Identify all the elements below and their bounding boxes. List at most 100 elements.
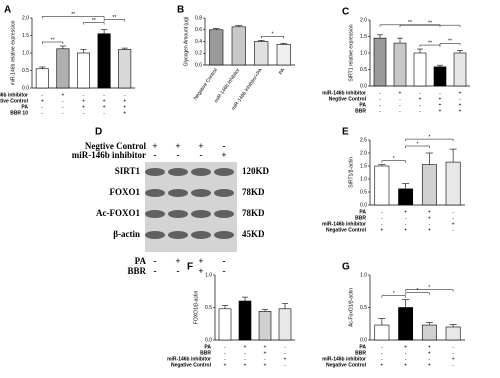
condition-sign: +: [428, 362, 431, 368]
sig-bracket: [42, 41, 64, 44]
blot-sign: +: [198, 266, 203, 276]
y-tick-label: 0.5: [360, 305, 367, 311]
blot-condition-name: BBR: [127, 266, 146, 276]
condition-name: BBR: [355, 108, 366, 114]
condition-name: miR-146b inhibitor: [322, 221, 366, 227]
condition-sign: -: [419, 108, 421, 114]
condition-sign: -: [62, 98, 64, 104]
bar: [97, 33, 111, 89]
panel-label: D: [95, 127, 102, 138]
sig-bracket: [419, 44, 441, 48]
condition-name: Negtive Control: [329, 96, 367, 102]
bar: [56, 48, 70, 89]
condition-sign: +: [439, 108, 442, 114]
y-tick-label: 1.0: [360, 50, 367, 56]
condition-sign: -: [379, 108, 381, 114]
blot-band: [168, 168, 188, 176]
y-tick-label: 0.0: [22, 85, 29, 91]
bar: [276, 44, 291, 66]
condition-name: PA: [359, 102, 366, 108]
condition-sign: -: [41, 92, 43, 98]
condition-sign: -: [381, 356, 383, 362]
sig-bracket: [261, 36, 284, 39]
y-tick-label: 0.6: [195, 27, 202, 33]
y-tick-label: 2.0: [360, 150, 367, 156]
blot-sign: +: [175, 256, 180, 266]
band-size: 78KD: [242, 187, 265, 197]
condition-sign: +: [264, 362, 267, 368]
condition-sign: -: [381, 209, 383, 215]
blot-band: [191, 189, 211, 197]
blot-band: [168, 210, 188, 218]
condition-sign: -: [419, 102, 421, 108]
condition-sign: -: [429, 356, 431, 362]
y-axis-label: FOXO1/β-actin: [193, 291, 199, 325]
sig-text: **: [92, 18, 96, 24]
condition-name: BBR: [200, 350, 211, 356]
condition-sign: +: [419, 96, 422, 102]
sig-text: *: [393, 291, 395, 297]
y-tick-label: 1.0: [360, 272, 367, 278]
condition-sign: -: [452, 209, 454, 215]
blot-sign: -: [154, 150, 157, 160]
blot-band: [168, 231, 188, 239]
condition-name: Negative Control: [326, 362, 367, 368]
condition-sign: -: [405, 356, 407, 362]
sig-text: **: [408, 20, 412, 26]
condition-sign: -: [103, 92, 105, 98]
blot-sign: +: [198, 141, 203, 151]
blot-sign: -: [223, 256, 226, 266]
blot-band: [214, 189, 234, 197]
condition-sign: +: [244, 362, 247, 368]
sig-text: **: [51, 37, 55, 43]
condition-sign: -: [244, 356, 246, 362]
condition-sign: +: [428, 209, 431, 215]
condition-sign: -: [379, 96, 381, 102]
band-size: 120KD: [242, 166, 270, 176]
sig-text: **: [448, 39, 452, 45]
sig-text: *: [393, 156, 395, 162]
condition-sign: -: [405, 221, 407, 227]
bar: [374, 324, 390, 341]
panel-label: C: [342, 7, 349, 18]
bar: [433, 66, 447, 87]
condition-name: BBR: [355, 350, 366, 356]
blot-sign: +: [175, 141, 180, 151]
condition-sign: -: [399, 96, 401, 102]
condition-sign: +: [459, 108, 462, 114]
bar: [373, 37, 387, 87]
condition-sign: +: [244, 344, 247, 350]
sig-text: *: [417, 288, 419, 294]
bar: [77, 52, 90, 89]
condition-name: PA: [21, 104, 28, 110]
sig-bracket: [103, 19, 125, 22]
condition-sign: -: [381, 215, 383, 221]
blot-sign: -: [154, 266, 157, 276]
condition-sign: +: [404, 362, 407, 368]
bar: [421, 164, 437, 206]
bar: [398, 307, 414, 341]
condition-sign: +: [264, 350, 267, 356]
bar: [209, 29, 224, 66]
x-tick-label: Negative Control: [193, 67, 219, 101]
sig-text: *: [272, 32, 274, 38]
condition-name: Negative Control: [326, 227, 367, 233]
blot-condition-name: Negtive Control: [85, 141, 147, 151]
bar: [118, 49, 132, 89]
sig-bracket: [42, 16, 105, 19]
y-axis-label: Glycogen Amount (μg): [183, 16, 189, 66]
condition-sign: +: [399, 90, 402, 96]
bar: [374, 165, 390, 206]
sig-bracket: [83, 22, 105, 25]
band-name: SIRT1: [115, 166, 141, 176]
bar: [254, 41, 269, 66]
y-tick-label: 0.5: [360, 67, 367, 73]
condition-sign: -: [284, 350, 286, 356]
y-tick-label: 0.8: [195, 15, 202, 21]
sig-text: *: [417, 141, 419, 147]
blot-band: [145, 168, 165, 176]
condition-sign: -: [62, 110, 64, 116]
condition-sign: +: [428, 215, 431, 221]
condition-sign: +: [459, 90, 462, 96]
bar: [393, 42, 407, 87]
